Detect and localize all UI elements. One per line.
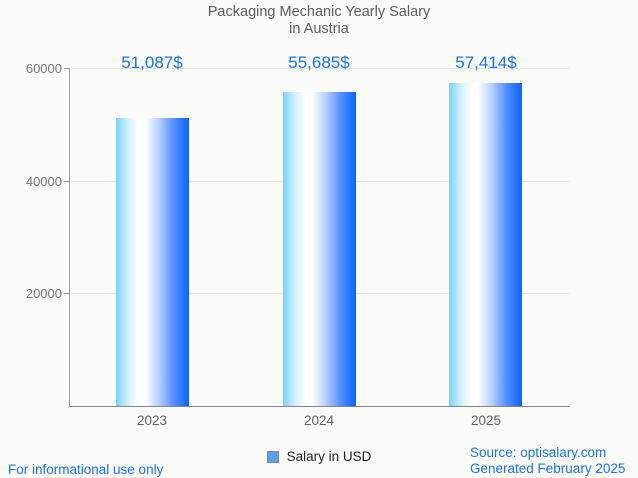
bar-value-label: 55,685$ (288, 53, 350, 72)
source-link[interactable]: Source: optisalary.com (470, 445, 607, 460)
x-axis-line (69, 406, 570, 407)
bar-value-label: 57,414$ (455, 53, 517, 72)
salary-bar (116, 118, 189, 406)
y-axis-tick-label: 60000 (25, 61, 62, 76)
x-axis-tick-label: 2025 (470, 413, 502, 428)
chart-title-line2: in Austria (289, 21, 349, 37)
y-axis-line (69, 68, 70, 406)
y-axis-tick (64, 181, 69, 182)
disclaimer-text: For informational use only (8, 462, 164, 477)
salary-bar (283, 92, 356, 406)
chart-legend: Salary in USD (69, 449, 569, 464)
generated-date: Generated February 2025 (470, 460, 626, 476)
y-axis-tick-label: 20000 (25, 286, 62, 301)
y-axis-tick (64, 293, 69, 294)
salary-bar (449, 83, 522, 406)
x-axis-tick-label: 2023 (136, 413, 168, 428)
y-axis-tick-label: 40000 (25, 174, 62, 189)
bar-value-label: 51,087$ (121, 53, 183, 72)
y-axis-tick (64, 68, 69, 69)
footer-source-block: Source: optisalary.com Generated Februar… (470, 445, 635, 476)
legend-label: Salary in USD (286, 449, 372, 464)
gridline (69, 68, 569, 69)
chart-title-line1: Packaging Mechanic Yearly Salary (207, 4, 431, 20)
x-axis-tick-label: 2024 (303, 413, 335, 428)
chart-title: Packaging Mechanic Yearly Salary in Aust… (69, 4, 569, 38)
legend-swatch-icon (266, 450, 279, 463)
